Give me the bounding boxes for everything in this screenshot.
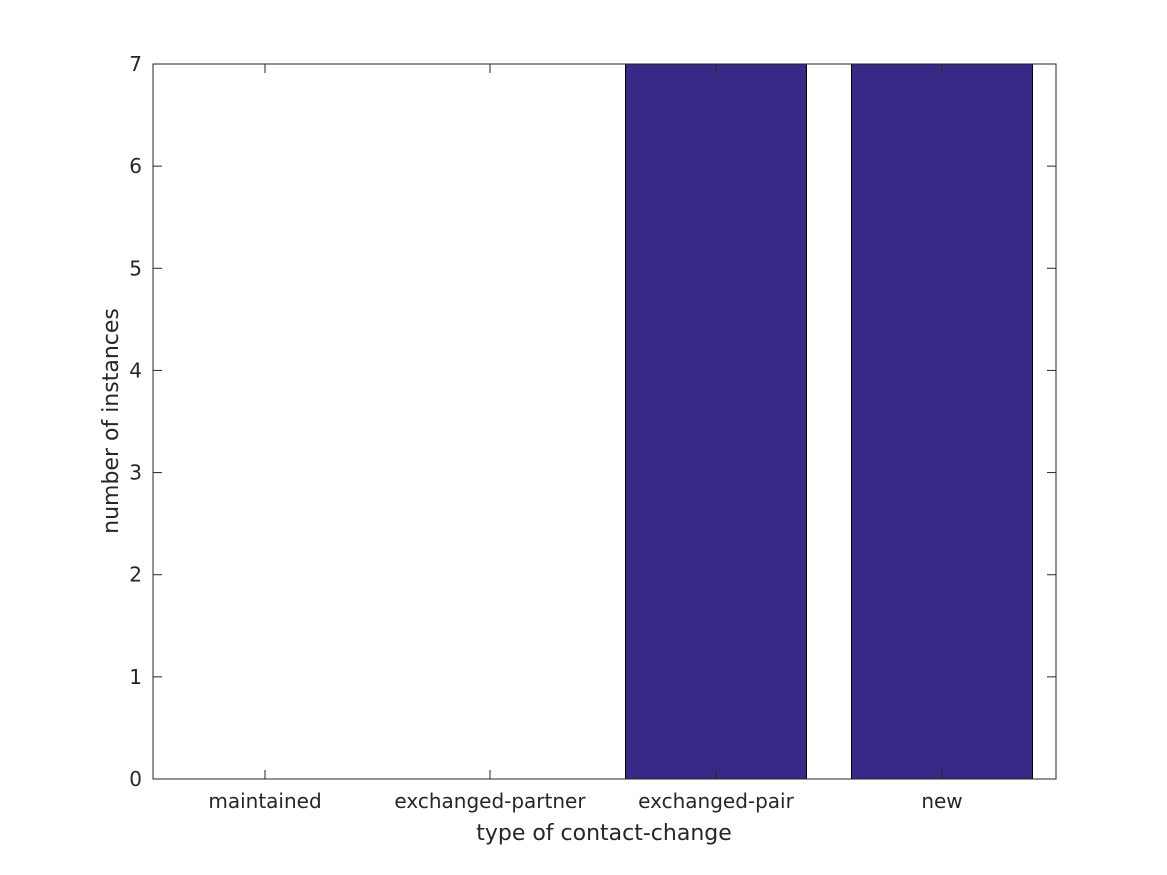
y-tick-label-1: 1 — [129, 665, 142, 689]
bar-exchanged-pair — [625, 63, 807, 780]
y-tick-label-6: 6 — [129, 154, 142, 178]
y-tick-label-2: 2 — [129, 563, 142, 587]
y-tick-label-7: 7 — [129, 52, 142, 76]
y-tick-label-4: 4 — [129, 358, 142, 382]
axes-box — [152, 63, 1057, 780]
y-axis-ticks: 0 1 2 3 4 5 6 7 — [129, 52, 1056, 791]
x-tick-label-maintained: maintained — [208, 789, 321, 813]
x-tick-label-new: new — [921, 789, 962, 813]
bars-group — [625, 63, 1033, 780]
x-axis-ticks: maintained exchanged-partner exchanged-pai… — [208, 64, 963, 813]
x-axis-label: type of contact-change — [476, 821, 732, 846]
x-tick-label-exchanged-partner: exchanged-partner — [394, 789, 586, 813]
y-tick-label-5: 5 — [129, 256, 142, 280]
x-tick-label-exchanged-pair: exchanged-pair — [638, 789, 794, 813]
y-tick-label-0: 0 — [129, 767, 142, 791]
y-tick-label-3: 3 — [129, 461, 142, 485]
y-axis-label: number of instances — [99, 308, 124, 534]
bar-new — [851, 63, 1033, 780]
